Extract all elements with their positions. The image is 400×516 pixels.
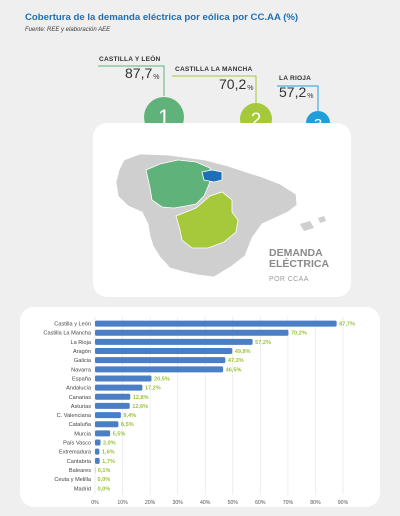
value-label: 12,8% (133, 395, 149, 401)
bar (95, 393, 131, 400)
category-label: España (72, 376, 92, 382)
map-la-rioja (201, 169, 223, 183)
value-label: 5,5% (113, 431, 126, 437)
bar (95, 329, 289, 336)
map-label: DEMANDA ELÉCTRICA (269, 247, 330, 270)
map-sublabel: POR CCAA (269, 276, 309, 283)
map-castilla-y-leon (145, 159, 211, 209)
category-label: Castilla La Mancha (43, 331, 91, 337)
value-label: 70,2% (291, 331, 307, 337)
bar (95, 320, 337, 327)
podium-first-name: CASTILLA Y LEÓN (99, 56, 161, 63)
value-label: 9,4% (123, 413, 136, 419)
x-tick-label: 10% (117, 500, 128, 506)
page-subtitle: Fuente: REE y elaboración AEE (25, 27, 111, 33)
bar (95, 448, 100, 455)
bar (95, 439, 101, 446)
bar (95, 375, 152, 382)
bar (95, 384, 143, 391)
value-label: 46,5% (226, 367, 242, 373)
value-label: 1,6% (102, 450, 115, 456)
podium-third: LA RIOJA 57,2% (279, 75, 313, 100)
map-castilla-la-mancha (175, 191, 239, 249)
category-label: Cantabria (67, 459, 92, 465)
bar (95, 457, 100, 464)
value-label: 1,7% (102, 459, 115, 465)
value-label: 87,7% (339, 322, 355, 328)
value-label: 17,2% (145, 386, 161, 392)
podium-third-value: 57,2% (279, 84, 314, 100)
rank-2-label: 2 (251, 110, 262, 131)
value-label: 0,1% (98, 468, 111, 474)
category-label: Galicia (74, 358, 92, 364)
x-tick-label: 50% (228, 500, 239, 506)
category-label: Cataluña (69, 422, 92, 428)
x-tick-label: 70% (283, 500, 294, 506)
category-label: Baleares (69, 468, 91, 474)
x-tick-label: 80% (310, 500, 321, 506)
value-label: 12,6% (132, 404, 148, 410)
category-label: Ceuta y Melilla (54, 477, 92, 483)
category-label: Aragón (73, 349, 91, 355)
bar (95, 421, 119, 428)
bar (95, 357, 226, 364)
category-label: Navarra (71, 367, 92, 373)
x-tick-label: 40% (200, 500, 211, 506)
category-label: Canarias (69, 395, 92, 401)
category-label: Madrid (74, 486, 91, 492)
bar (95, 338, 253, 345)
x-tick-label: 0% (91, 500, 99, 506)
value-label: 8,5% (121, 422, 134, 428)
value-label: 0,0% (98, 486, 111, 492)
category-label: Murcia (74, 431, 92, 437)
bar (95, 412, 121, 419)
value-label: 49,8% (235, 349, 251, 355)
category-label: La Rioja (70, 340, 91, 346)
bar (95, 366, 224, 373)
podium-third-name: LA RIOJA (279, 75, 312, 82)
podium-first: CASTILLA Y LEÓN 87,7% (99, 56, 161, 81)
category-label: País Vasco (63, 441, 91, 447)
category-label: Extremadura (59, 450, 92, 456)
x-tick-label: 60% (255, 500, 266, 506)
bar (95, 430, 111, 437)
podium-second-name: CASTILLA LA MANCHA (175, 66, 253, 73)
value-label: 20,5% (154, 376, 170, 382)
podium-second: CASTILLA LA MANCHA 70,2% (175, 66, 253, 92)
bar (95, 348, 233, 355)
value-label: 57,2% (255, 340, 271, 346)
bar (95, 402, 130, 409)
value-label: 2,0% (103, 441, 116, 447)
podium-second-value: 70,2% (219, 76, 254, 92)
podium-first-value: 87,7% (125, 65, 160, 81)
map-baleares (300, 216, 326, 231)
category-label: Asturias (71, 404, 91, 410)
category-label: Andalucía (66, 386, 92, 392)
x-tick-label: 20% (145, 500, 156, 506)
value-label: 47,3% (228, 358, 244, 364)
category-label: C. Valenciana (57, 413, 92, 419)
category-label: Castilla y León (54, 322, 91, 328)
x-tick-label: 90% (338, 500, 349, 506)
x-tick-label: 30% (172, 500, 183, 506)
page-title: Cobertura de la demanda eléctrica por eó… (25, 12, 299, 23)
value-label: 0,0% (98, 477, 111, 483)
